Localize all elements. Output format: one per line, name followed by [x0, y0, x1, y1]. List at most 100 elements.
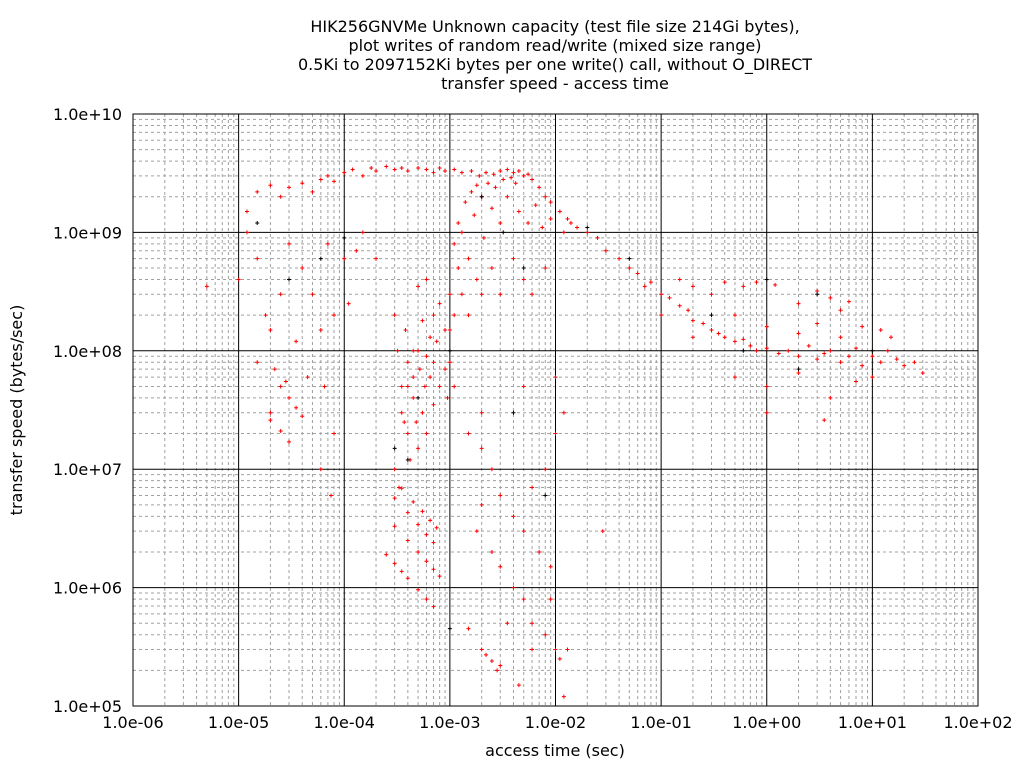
data-point [495, 668, 500, 673]
data-point [526, 221, 531, 226]
data-point [443, 367, 448, 372]
data-point [561, 230, 566, 235]
data-point [479, 292, 484, 297]
data-point [469, 189, 474, 194]
data-point [452, 167, 457, 172]
data-point [472, 213, 477, 218]
data-point [405, 360, 410, 365]
series-writes [204, 164, 925, 699]
data-point [537, 549, 542, 554]
data-point [603, 248, 608, 253]
data-point [491, 172, 496, 177]
data-point [428, 518, 433, 523]
data-point [466, 256, 471, 261]
data-point [509, 175, 514, 180]
data-point [332, 313, 337, 318]
data-point [493, 185, 498, 190]
data-point [530, 485, 535, 490]
data-point [878, 360, 883, 365]
data-point [399, 165, 404, 170]
x-tick-labels: 1.0e-06 1.0e-05 1.0e-04 1.0e-03 1.0e-02 1.0e-… [102, 713, 1012, 732]
data-point [838, 308, 843, 313]
data-point [677, 303, 682, 308]
data-point [424, 559, 429, 564]
data-point [511, 256, 516, 261]
data-point [498, 493, 503, 498]
data-point [537, 185, 542, 190]
data-point [459, 292, 464, 297]
data-point [526, 172, 531, 177]
data-point [437, 301, 442, 306]
data-point [732, 313, 737, 318]
data-point [255, 256, 260, 261]
data-point [414, 420, 419, 425]
data-point [479, 410, 484, 415]
data-point [505, 194, 510, 199]
data-point [489, 467, 494, 472]
data-point [764, 346, 769, 351]
data-point [283, 379, 288, 384]
data-point [405, 510, 410, 515]
data-point [516, 683, 521, 688]
data-point [416, 446, 421, 451]
data-point [565, 216, 570, 221]
data-point [786, 348, 791, 353]
data-point [244, 209, 249, 214]
data-point [484, 652, 489, 657]
data-point [325, 241, 330, 246]
y-tick-label: 1.0e+06 [53, 579, 122, 598]
data-point [635, 271, 640, 276]
data-point [278, 194, 283, 199]
data-point [431, 313, 436, 318]
data-point [452, 384, 457, 389]
data-point [822, 351, 827, 356]
data-point [600, 529, 605, 534]
data-point [498, 292, 503, 297]
data-point [888, 335, 893, 340]
data-point [854, 379, 859, 384]
data-point [486, 181, 491, 186]
data-point [287, 241, 292, 246]
data-point [548, 597, 553, 602]
data-point [617, 256, 622, 261]
data-point [342, 256, 347, 261]
data-point [466, 626, 471, 631]
data-point [477, 173, 482, 178]
series-writes-alt [255, 194, 875, 631]
data-point [452, 241, 457, 246]
data-point [870, 375, 875, 380]
data-point [431, 360, 436, 365]
data-point [300, 414, 305, 419]
data-point [764, 277, 769, 282]
data-point [443, 169, 448, 174]
data-point [894, 357, 899, 362]
data-point [443, 327, 448, 332]
data-point [469, 169, 474, 174]
data-point [287, 185, 292, 190]
data-point [310, 189, 315, 194]
data-point [287, 395, 292, 400]
data-point [452, 313, 457, 318]
data-point [437, 574, 442, 579]
data-point [329, 493, 334, 498]
y-tick-label: 1.0e+09 [53, 223, 122, 242]
data-point [627, 256, 632, 261]
data-point [310, 292, 315, 297]
data-point [424, 167, 429, 172]
data-point [405, 576, 410, 581]
data-point [399, 569, 404, 574]
data-point [828, 348, 833, 353]
data-point [776, 351, 781, 356]
data-point [431, 604, 436, 609]
data-point [424, 431, 429, 436]
data-point [294, 339, 299, 344]
data-point [806, 343, 811, 348]
data-point [431, 402, 436, 407]
data-point [878, 327, 883, 332]
data-point [595, 235, 600, 240]
data-point [474, 529, 479, 534]
data-point [870, 354, 875, 359]
data-point [565, 647, 570, 652]
data-point [498, 564, 503, 569]
data-point [690, 318, 695, 323]
